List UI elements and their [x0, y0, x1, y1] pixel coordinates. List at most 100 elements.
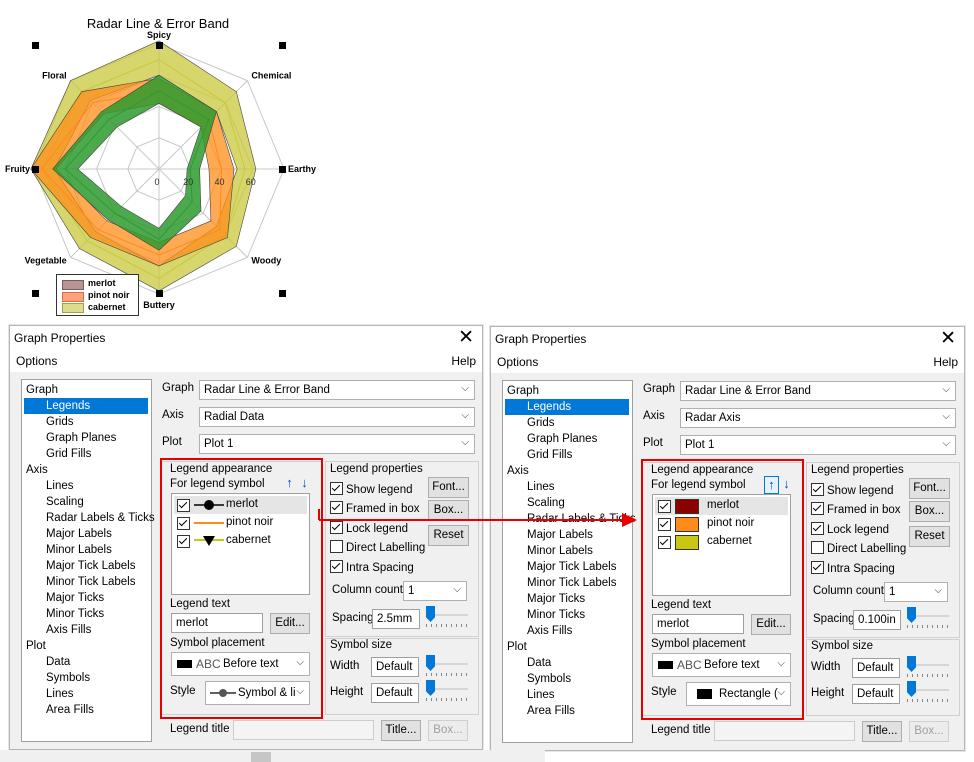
tree-item[interactable]: Axis [26, 464, 48, 476]
tree-item[interactable]: Minor Labels [527, 545, 593, 557]
tree-item[interactable]: Axis Fills [46, 624, 92, 636]
tree-item[interactable]: Legends [505, 399, 629, 415]
width-input[interactable]: Default [852, 658, 900, 678]
tree-item[interactable]: Graph Planes [46, 432, 117, 444]
menu-help[interactable]: Help [451, 354, 476, 368]
width-slider[interactable] [426, 655, 468, 677]
tree-item[interactable]: Axis Fills [527, 625, 573, 637]
tree-item[interactable]: Area Fills [46, 704, 94, 716]
legend-item-pinot-noir[interactable]: pinot noir [655, 515, 788, 533]
tree-item[interactable]: Grid Fills [46, 448, 92, 460]
font-button[interactable]: Font... [428, 477, 469, 498]
column-count-select[interactable]: 1 ⌵ [403, 581, 467, 601]
tree-item[interactable]: Scaling [46, 496, 84, 508]
direct-labelling-checkbox[interactable]: Direct Labelling [811, 541, 906, 555]
selection-handle[interactable] [32, 166, 39, 173]
move-up-icon[interactable]: ↑ [764, 476, 779, 494]
legend-item-checkbox[interactable] [177, 499, 193, 513]
tree-item[interactable]: Minor Tick Labels [46, 576, 136, 588]
legend-item-merlot[interactable]: merlot [174, 496, 307, 514]
reset-button[interactable]: Reset [428, 525, 469, 546]
menu-options[interactable]: Options [16, 354, 58, 368]
lock-legend-checkbox[interactable]: Lock legend [811, 522, 889, 536]
spacing-input[interactable]: 0.100in [853, 610, 901, 630]
show-legend-checkbox[interactable]: Show legend [811, 483, 894, 497]
direct-labelling-checkbox[interactable]: Direct Labelling [330, 540, 425, 554]
tree-item[interactable]: Symbols [46, 672, 91, 684]
tree-item[interactable]: Grids [46, 416, 74, 428]
tree-item[interactable]: Data [527, 657, 552, 669]
legend-text-input[interactable]: merlot [652, 614, 744, 634]
width-input[interactable]: Default [371, 657, 419, 677]
tree-item[interactable]: Lines [527, 689, 555, 701]
axis-select[interactable]: Radial Data ⌵ [199, 407, 475, 427]
graph-select[interactable]: Radar Line & Error Band ⌵ [680, 381, 956, 401]
selection-handle[interactable] [156, 42, 163, 49]
tree-item[interactable]: Major Labels [46, 528, 112, 540]
scroll-thumb[interactable] [251, 752, 271, 762]
tree-item[interactable]: Axis [507, 465, 529, 477]
height-slider[interactable] [907, 681, 949, 703]
selection-handle[interactable] [156, 290, 163, 297]
chart-legend[interactable]: merlot pinot noir cabernet [56, 274, 139, 316]
width-slider[interactable] [907, 656, 949, 678]
lock-legend-checkbox[interactable]: Lock legend [330, 521, 408, 535]
legend-item-checkbox[interactable] [658, 536, 674, 550]
graph-properties-dialog-left[interactable]: Graph Properties ✕ Options Help Graph Leg… [9, 325, 483, 750]
box-button[interactable]: Box... [909, 501, 950, 522]
axis-select[interactable]: Radar Axis ⌵ [680, 408, 956, 428]
style-select[interactable]: Rectangle ( ⌵ [686, 682, 791, 706]
spacing-slider[interactable] [907, 607, 949, 629]
legend-text-input[interactable]: merlot [171, 613, 263, 633]
tree-item[interactable]: Data [46, 656, 71, 668]
legend-item-checkbox[interactable] [658, 500, 674, 514]
show-legend-checkbox[interactable]: Show legend [330, 482, 413, 496]
tree-item[interactable]: Graph Planes [527, 433, 598, 445]
title-button[interactable]: Title... [381, 720, 421, 741]
edit-button[interactable]: Edit... [751, 614, 791, 635]
height-input[interactable]: Default [852, 684, 900, 704]
selection-handle[interactable] [32, 290, 39, 297]
tree-item[interactable]: Lines [527, 481, 555, 493]
legend-item-checkbox[interactable] [177, 535, 193, 549]
menu-options[interactable]: Options [497, 355, 539, 369]
tree-item[interactable]: Plot [26, 640, 46, 652]
symbol-placement-select[interactable]: ABC Before text ⌵ [652, 653, 791, 677]
tree-item[interactable]: Scaling [527, 497, 565, 509]
intra-spacing-checkbox[interactable]: Intra Spacing [330, 560, 414, 574]
framed-in-box-checkbox[interactable]: Framed in box [330, 501, 420, 515]
spacing-slider[interactable] [426, 606, 468, 628]
selection-handle[interactable] [279, 42, 286, 49]
tree-item[interactable]: Major Tick Labels [527, 561, 617, 573]
tree-item[interactable]: Graph [26, 384, 58, 396]
menu-help[interactable]: Help [933, 355, 958, 369]
tree-item[interactable]: Area Fills [527, 705, 575, 717]
property-tree[interactable]: Graph Legends Grids Graph Planes Grid Fills A… [502, 380, 636, 743]
column-count-select[interactable]: 1 ⌵ [884, 582, 948, 602]
selection-handle[interactable] [32, 42, 39, 49]
symbol-placement-select[interactable]: ABC Before text ⌵ [171, 652, 310, 676]
close-icon[interactable]: ✕ [940, 328, 956, 349]
height-slider[interactable] [426, 680, 468, 702]
tree-item[interactable]: Minor Tick Labels [527, 577, 617, 589]
tree-item[interactable]: Symbols [527, 673, 572, 685]
plot-select[interactable]: Plot 1 ⌵ [680, 435, 956, 455]
tree-item[interactable]: Minor Ticks [46, 608, 105, 620]
legend-item-checkbox[interactable] [658, 518, 674, 532]
move-down-icon[interactable]: ↓ [783, 476, 790, 491]
legend-items-list[interactable]: merlot pinot noir cabernet [652, 494, 791, 596]
graph-properties-dialog-right[interactable]: Graph Properties ✕ Options Help Graph Leg… [490, 326, 965, 751]
tree-item[interactable]: Radar Labels & Ticks [46, 512, 155, 524]
legend-item-merlot[interactable]: merlot [655, 497, 788, 515]
tree-item[interactable]: Plot [507, 641, 527, 653]
legend-item-cabernet[interactable]: cabernet [174, 532, 307, 550]
close-icon[interactable]: ✕ [458, 327, 474, 348]
tree-item[interactable]: Minor Labels [46, 544, 112, 556]
tree-item[interactable]: Major Labels [527, 529, 593, 541]
legend-item-pinot-noir[interactable]: pinot noir [174, 514, 307, 532]
edit-button[interactable]: Edit... [270, 613, 310, 634]
move-down-icon[interactable]: ↓ [301, 475, 308, 490]
legend-item-cabernet[interactable]: cabernet [655, 533, 788, 551]
tree-item[interactable]: Minor Ticks [527, 609, 586, 621]
reset-button[interactable]: Reset [909, 526, 950, 547]
